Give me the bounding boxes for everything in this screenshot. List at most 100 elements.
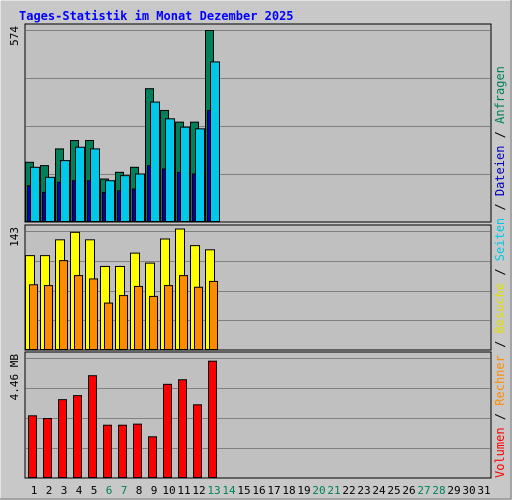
- bar-rechner-day-11: [179, 275, 188, 350]
- bar-rechner-day-10: [164, 285, 173, 351]
- legend: Volumen / Rechner / Besuche / Seiten / D…: [493, 66, 507, 478]
- bar-rechner-day-1: [29, 284, 38, 350]
- x-tick-label: 8: [136, 484, 143, 497]
- x-tick-label: 27: [417, 484, 430, 497]
- x-tick-label: 22: [342, 484, 355, 497]
- legend-separator: /: [493, 261, 507, 283]
- bar-rechner-day-13: [209, 280, 218, 351]
- bar-volumen-day-7: [118, 424, 127, 479]
- x-tick-label: 4: [76, 484, 83, 497]
- x-tick-label: 5: [91, 484, 98, 497]
- bar-seiten-day-11: [180, 126, 190, 222]
- bar-rechner-day-5: [89, 278, 98, 350]
- legend-separator: /: [493, 124, 507, 146]
- bar-seiten-day-12: [195, 128, 205, 222]
- panel-bot: 4.46 MB: [8, 351, 492, 479]
- bar-rechner-day-8: [134, 285, 143, 350]
- bar-dateien-day-2: [42, 191, 46, 223]
- x-tick-label: 11: [177, 484, 190, 497]
- bar-rechner-day-6: [104, 302, 113, 351]
- bar-volumen-day-12: [193, 404, 202, 478]
- bar-dateien-day-10: [162, 168, 166, 222]
- bar-dateien-day-11: [177, 171, 181, 223]
- x-tick-label: 16: [252, 484, 265, 497]
- bar-dateien-day-6: [102, 191, 106, 223]
- bar-dateien-day-3: [57, 181, 61, 222]
- bar-seiten-day-3: [60, 160, 70, 223]
- bar-volumen-day-3: [58, 399, 67, 479]
- x-tick-label: 15: [237, 484, 250, 497]
- bar-dateien-day-8: [132, 188, 136, 222]
- x-tick-label: 7: [121, 484, 128, 497]
- legend-entry: Besuche: [493, 283, 507, 334]
- bar-rechner-day-9: [149, 295, 158, 350]
- x-tick-label: 6: [106, 484, 113, 497]
- x-tick-label: 9: [151, 484, 158, 497]
- bar-volumen-day-2: [43, 418, 52, 478]
- bar-volumen-day-5: [88, 375, 97, 478]
- bar-dateien-day-1: [27, 185, 31, 223]
- bar-dateien-day-12: [192, 173, 196, 223]
- bar-rechner-day-2: [44, 285, 53, 351]
- x-tick-label: 19: [297, 484, 310, 497]
- bar-volumen-day-6: [103, 424, 112, 479]
- x-tick-label: 10: [162, 484, 175, 497]
- bar-seiten-day-5: [90, 148, 100, 222]
- bar-rechner-day-4: [74, 275, 83, 350]
- legend-entry: Rechner: [493, 355, 507, 406]
- panel-top: 574: [8, 23, 492, 223]
- x-tick-label: 30: [462, 484, 475, 497]
- bar-seiten-day-4: [75, 146, 85, 222]
- legend-entry: Dateien: [493, 146, 507, 197]
- bar-seiten-day-6: [105, 180, 115, 223]
- bar-seiten-day-2: [45, 176, 55, 222]
- plot-area-bot: [24, 351, 492, 479]
- bar-dateien-day-9: [147, 165, 151, 223]
- legend-entry: Anfragen: [493, 66, 507, 124]
- bar-seiten-day-8: [135, 173, 145, 223]
- bar-seiten-day-7: [120, 175, 130, 222]
- bar-seiten-day-13: [210, 61, 220, 223]
- x-tick-label: 2: [46, 484, 53, 497]
- x-tick-label: 3: [61, 484, 68, 497]
- bar-volumen-day-9: [148, 436, 157, 478]
- x-tick-label: 18: [282, 484, 295, 497]
- legend-entry: Seiten: [493, 218, 507, 261]
- chart-title: Tages-Statistik im Monat Dezember 2025: [19, 9, 294, 23]
- panel-max-label: 143: [8, 227, 21, 247]
- x-tick-label: 12: [192, 484, 205, 497]
- bar-volumen-day-10: [163, 383, 172, 478]
- panel-max-label: 4.46 MB: [8, 354, 21, 401]
- bar-dateien-day-7: [117, 190, 121, 222]
- x-tick-label: 25: [387, 484, 400, 497]
- bar-volumen-day-13: [208, 360, 217, 478]
- x-tick-label: 21: [327, 484, 340, 497]
- legend-entry: Volumen: [493, 427, 507, 478]
- x-tick-label: 29: [447, 484, 460, 497]
- bar-dateien-day-13: [207, 109, 211, 222]
- bar-dateien-day-5: [87, 180, 91, 223]
- bar-rechner-day-12: [194, 286, 203, 351]
- x-axis-labels: 1 2 3 4 5 6 7 8 9 10 11 12 13 14 15 16 17 18 19 20 21 22 23 24 2…: [31, 484, 491, 497]
- bar-seiten-day-1: [30, 166, 40, 223]
- legend-separator: /: [493, 333, 507, 355]
- bar-volumen-day-4: [73, 395, 82, 478]
- bar-rechner-day-7: [119, 295, 128, 351]
- x-tick-label: 17: [267, 484, 280, 497]
- panel-mid: 143: [8, 224, 492, 351]
- x-tick-label: 28: [432, 484, 445, 497]
- x-tick-label: 23: [357, 484, 370, 497]
- x-tick-label: 14: [222, 484, 236, 497]
- legend-separator: /: [493, 196, 507, 218]
- x-tick-label: 1: [31, 484, 38, 497]
- bar-rechner-day-3: [59, 260, 68, 351]
- x-tick-label: 20: [312, 484, 325, 497]
- x-tick-label: 31: [477, 484, 490, 497]
- bar-volumen-day-11: [178, 379, 187, 479]
- x-tick-label: 26: [402, 484, 415, 497]
- panel-max-label: 574: [8, 26, 21, 46]
- bar-dateien-day-4: [72, 180, 76, 223]
- bar-seiten-day-10: [165, 118, 175, 222]
